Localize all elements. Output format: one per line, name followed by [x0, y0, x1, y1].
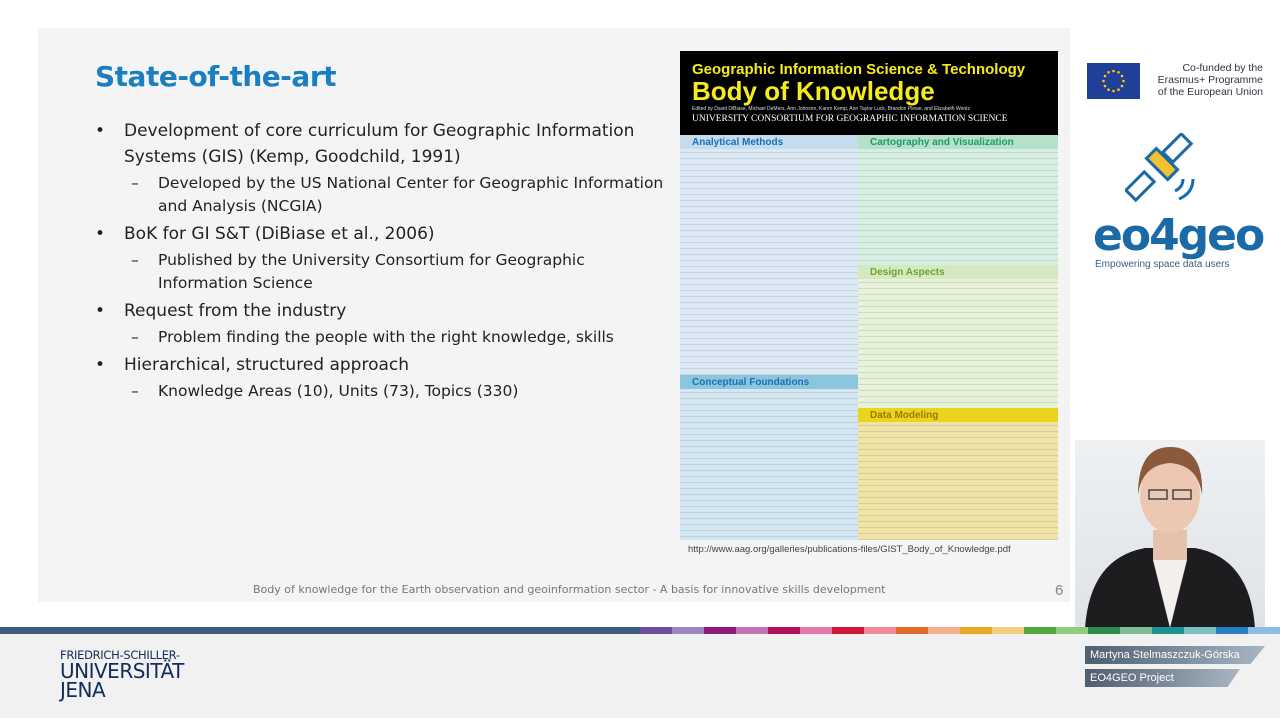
stripe-segment	[704, 627, 736, 634]
project-name-tag: EO4GEO Project	[1085, 669, 1240, 687]
stripe-segment	[928, 627, 960, 634]
stripe-segment	[832, 627, 864, 634]
bullet-item: Hierarchical, structured approach	[95, 352, 665, 378]
satellite-icon	[1125, 133, 1195, 203]
sub-bullet-item: Knowledge Areas (10), Units (73), Topics…	[95, 380, 665, 403]
poster-url[interactable]: http://www.aag.org/galleries/publication…	[688, 544, 1011, 555]
stripe-segment	[864, 627, 896, 634]
sub-bullet-item: Problem finding the people with the righ…	[95, 326, 665, 349]
presenter-video	[1075, 440, 1265, 628]
poster-section-conceptual-foundations: Conceptual Foundations	[680, 375, 858, 540]
stripe-segment	[1056, 627, 1088, 634]
stripe-segment	[960, 627, 992, 634]
sub-bullet-item: Published by the University Consortium f…	[95, 249, 665, 295]
bullet-list: Development of core curriculum for Geogr…	[95, 115, 665, 403]
bullet-item: BoK for GI S&T (DiBiase et al., 2006)	[95, 221, 665, 247]
stripe-segment	[672, 627, 704, 634]
eo4geo-tagline: Empowering space data users	[1095, 259, 1230, 270]
page-number: 6	[1055, 582, 1064, 599]
poster-editors: Edited by David DiBiase, Michael DeMers,…	[692, 106, 971, 112]
stripe-segment	[1248, 627, 1280, 634]
poster-section-data-modeling: Data Modeling	[858, 408, 1058, 540]
stripe-segment	[1088, 627, 1120, 634]
stripe-segment	[768, 627, 800, 634]
poster-title-2: Body of Knowledge	[692, 76, 935, 106]
poster-section-analytical-methods: Analytical Methods	[680, 135, 858, 375]
stripe-segment	[640, 627, 672, 634]
bok-poster-image: Geographic Information Science & Technol…	[680, 51, 1058, 540]
stripe-segment	[1024, 627, 1056, 634]
slide-title: State-of-the-art	[95, 60, 337, 93]
bottom-bar	[0, 634, 1280, 718]
stripe-segment	[1152, 627, 1184, 634]
stripe-segment	[1120, 627, 1152, 634]
bullet-item: Development of core curriculum for Geogr…	[95, 118, 665, 170]
presenter-name-tag: Martyna Stelmaszczuk-Górska	[1085, 646, 1265, 664]
stripe-segment	[1184, 627, 1216, 634]
eu-cofunded-text: Co-funded by the Erasmus+ Programme of the…	[1157, 62, 1263, 98]
poster-section-design-aspects: Design Aspects	[858, 265, 1058, 408]
university-jena-logo: FRIEDRICH-SCHILLER- UNIVERSITÄT JENA	[60, 648, 184, 702]
stripe-segment	[800, 627, 832, 634]
stripe-segment	[1216, 627, 1248, 634]
stripe-segment	[896, 627, 928, 634]
stripe-segment	[736, 627, 768, 634]
poster-title-1: Geographic Information Science & Technol…	[692, 61, 1026, 78]
eu-flag-icon	[1087, 63, 1140, 99]
sub-bullet-item: Developed by the US National Center for …	[95, 172, 665, 218]
bullet-item: Request from the industry	[95, 298, 665, 324]
eo4geo-logo: eo4geo	[1093, 210, 1265, 261]
poster-section-cartography: Cartography and Visualization	[858, 135, 1058, 265]
poster-header: Geographic Information Science & Technol…	[680, 51, 1058, 135]
poster-consortium: UNIVERSITY CONSORTIUM FOR GEOGRAPHIC INF…	[692, 114, 1008, 124]
stripe-segment	[992, 627, 1024, 634]
slide-footer: Body of knowledge for the Earth observat…	[253, 583, 886, 596]
color-stripe	[0, 627, 1280, 634]
